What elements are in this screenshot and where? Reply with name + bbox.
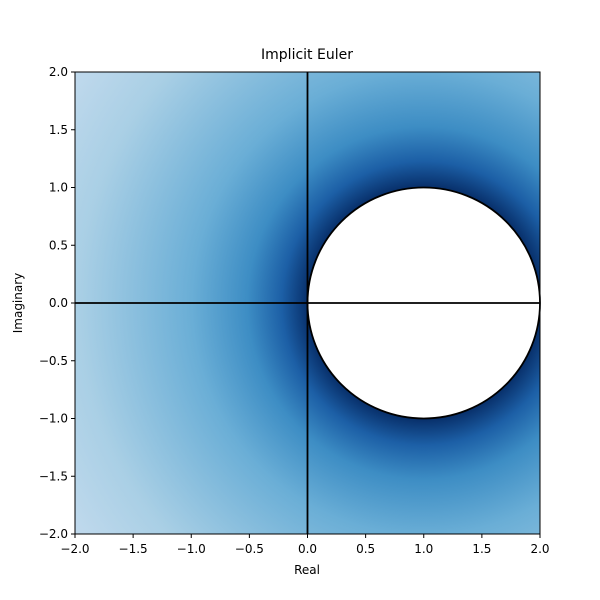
y-tick-label: 2.0 xyxy=(49,65,68,79)
x-tick-label: −0.5 xyxy=(235,542,264,556)
y-tick-label: −1.5 xyxy=(39,469,68,483)
y-tick-label: 1.0 xyxy=(49,181,68,195)
chart-title: Implicit Euler xyxy=(261,47,353,63)
y-tick-label: 1.5 xyxy=(49,123,68,137)
x-axis-label: Real xyxy=(294,563,320,577)
x-tick-label: 2.0 xyxy=(530,542,549,556)
x-tick-label: 0.0 xyxy=(298,542,317,556)
x-tick-label: 1.0 xyxy=(414,542,433,556)
x-tick-label: −1.0 xyxy=(177,542,206,556)
x-tick-label: −2.0 xyxy=(60,542,89,556)
y-tick-label: 0.5 xyxy=(49,238,68,252)
x-tick-label: 1.5 xyxy=(472,542,491,556)
y-tick-label: −2.0 xyxy=(39,527,68,541)
y-tick-label: 0.0 xyxy=(49,296,68,310)
y-axis-label: Imaginary xyxy=(11,273,25,334)
y-tick-label: −1.0 xyxy=(39,412,68,426)
x-tick-label: 0.5 xyxy=(356,542,375,556)
y-tick-label: −0.5 xyxy=(39,354,68,368)
x-tick-label: −1.5 xyxy=(119,542,148,556)
